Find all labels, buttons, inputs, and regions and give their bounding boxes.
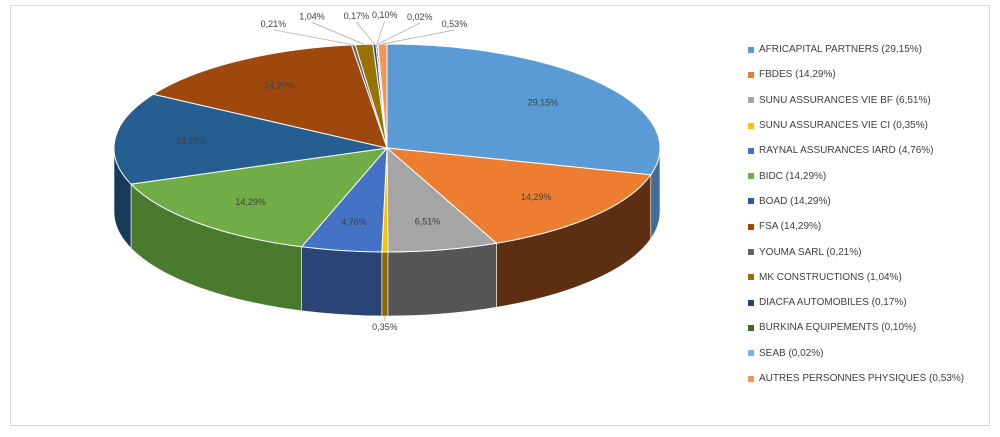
pie-slice-0: [386, 43, 661, 176]
legend-item: BURKINA EQUIPEMENTS (0,10%): [748, 315, 993, 340]
legend-label: SEAB (0,02%): [759, 347, 824, 359]
legend-item: YOUMA SARL (0,21%): [748, 239, 993, 264]
legend-label: FSA (14,29%): [759, 221, 822, 233]
legend-item: SUNU ASSURANCES VIE CI (0,35%): [748, 113, 993, 138]
data-label-0: 29,15%: [528, 97, 559, 107]
data-label-13: 0,53%: [442, 19, 468, 29]
pie-slice-7: [152, 44, 388, 149]
legend-item: RAYNAL ASSURANCES IARD (4,76%): [748, 138, 993, 163]
legend-label: DIACFA AUTOMOBILES (0,17%): [759, 297, 907, 309]
legend-swatch: [748, 350, 754, 357]
legend-item: SUNU ASSURANCES VIE BF (6,51%): [748, 88, 993, 113]
legend-item: FBDES (14,29%): [748, 62, 993, 87]
legend-item: FSA (14,29%): [748, 214, 993, 239]
legend-swatch: [748, 274, 754, 281]
legend-swatch: [748, 71, 754, 78]
legend-label: BOAD (14,29%): [759, 195, 831, 207]
data-label-2: 6,51%: [415, 216, 441, 226]
data-label-7: 14,29%: [264, 80, 295, 90]
legend-item: AUTRES PERSONNES PHYSIQUES (0,53%): [748, 366, 993, 391]
legend-label: MK CONSTRUCTIONS (1,04%): [759, 271, 902, 283]
legend-swatch: [748, 198, 754, 205]
pie-slice-6: [113, 93, 388, 185]
legend-swatch: [748, 249, 754, 256]
data-label-1: 14,29%: [521, 192, 552, 202]
leader-line-12: [377, 22, 420, 45]
pie-side-3: [381, 251, 389, 317]
legend-label: AFRICAPITAL PARTNERS (29,15%): [759, 44, 923, 56]
leader-line-9: [311, 22, 365, 45]
legend-label: RAYNAL ASSURANCES IARD (4,76%): [759, 145, 934, 157]
data-label-3: 0,35%: [372, 322, 398, 332]
legend: AFRICAPITAL PARTNERS (29,15%) FBDES (14,2…: [748, 37, 993, 391]
legend-label: AUTRES PERSONNES PHYSIQUES (0,53%): [759, 373, 965, 384]
data-label-5: 14,29%: [235, 197, 266, 207]
leader-line-13: [382, 29, 455, 45]
legend-label: BURKINA EQUIPEMENTS (0,10%): [759, 322, 917, 334]
leader-line-11: [376, 20, 386, 45]
legend-swatch: [748, 122, 754, 129]
legend-label: YOUMA SARL (0,21%): [759, 246, 862, 258]
legend-item: DIACFA AUTOMOBILES (0,17%): [748, 290, 993, 315]
legend-item: SEAB (0,02%): [748, 341, 993, 366]
legend-swatch: [748, 375, 754, 382]
legend-swatch: [748, 46, 754, 53]
pie-labels: 29,15% 14,29% 6,51% 0,35% 4,76% 14,29% 14,29% 1…: [176, 10, 558, 332]
legend-item: BIDC (14,29%): [748, 163, 993, 188]
legend-item: AFRICAPITAL PARTNERS (29,15%): [748, 37, 993, 62]
pie-slice-5: [130, 147, 388, 248]
legend-swatch: [748, 147, 754, 154]
legend-label: SUNU ASSURANCES VIE BF (6,51%): [759, 94, 931, 106]
data-label-8: 0,21%: [261, 19, 287, 29]
leader-line-10: [356, 21, 375, 45]
legend-swatch: [748, 324, 754, 331]
legend-swatch: [748, 223, 754, 230]
pie-slice-2: [386, 147, 497, 253]
pie-tops: [113, 43, 661, 253]
data-label-11: 0,10%: [372, 10, 398, 20]
data-label-9: 1,04%: [299, 11, 325, 21]
data-label-12: 0,02%: [407, 12, 433, 22]
legend-swatch: [748, 173, 754, 180]
data-label-10: 0,17%: [344, 11, 370, 21]
legend-item: MK CONSTRUCTIONS (1,04%): [748, 265, 993, 290]
pie-side-4: [301, 246, 383, 317]
legend-swatch: [748, 299, 754, 306]
legend-label: BIDC (14,29%): [759, 170, 827, 182]
pie-sides: [113, 147, 661, 317]
legend-label: FBDES (14,29%): [759, 69, 836, 81]
data-label-4: 4,76%: [341, 217, 367, 227]
pie-side-2: [387, 242, 497, 317]
pie-slice-1: [386, 147, 652, 244]
data-label-6: 14,29%: [176, 136, 207, 146]
legend-item: BOAD (14,29%): [748, 189, 993, 214]
leader-line-8: [273, 29, 354, 46]
legend-label: SUNU ASSURANCES VIE CI (0,35%): [759, 120, 928, 132]
legend-swatch: [748, 97, 754, 104]
